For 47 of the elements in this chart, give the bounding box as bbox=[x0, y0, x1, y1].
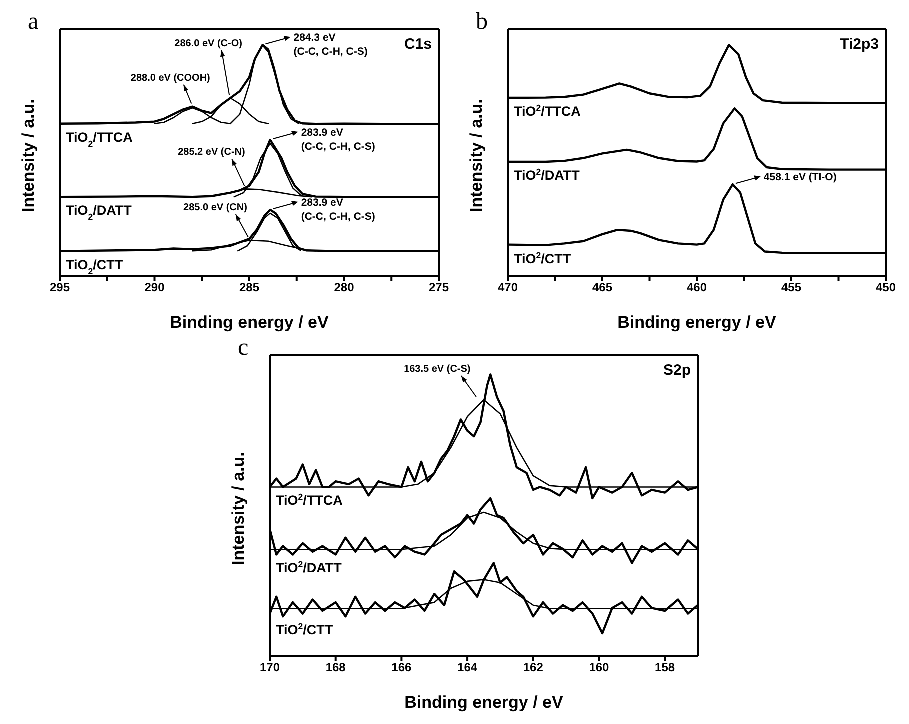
x-tick-label: 162 bbox=[523, 660, 544, 675]
series-label: TiO$^{2}$/DATT bbox=[514, 166, 581, 183]
x-tick-label: 158 bbox=[655, 660, 676, 675]
series-label: TiO$^{2}$/TTCA bbox=[276, 492, 344, 508]
x-tick-label: 455 bbox=[781, 280, 802, 295]
annotation: Ti2p3 bbox=[840, 36, 879, 53]
x-tick-label: 285 bbox=[239, 280, 260, 295]
x-tick-label: 470 bbox=[498, 280, 518, 295]
y-axis-title: Intensity / a.u. bbox=[229, 452, 248, 566]
x-tick-label: 450 bbox=[876, 280, 896, 295]
annotation: 288.0 eV (COOH) bbox=[130, 72, 210, 84]
annotation: 163.5 eV (C-S) bbox=[404, 364, 471, 376]
series-label: TiO$^{2}$/CTT bbox=[276, 622, 334, 638]
chart-title: a bbox=[28, 8, 39, 36]
chart-title: c bbox=[238, 334, 249, 362]
x-tick-label: 280 bbox=[334, 280, 355, 295]
annotation: 286.0 eV (C-O) bbox=[174, 38, 242, 50]
chart-title: b bbox=[476, 8, 488, 36]
x-tick-label: 465 bbox=[592, 280, 613, 295]
annotation: 283.9 eV (C-C, C-H, C-S) bbox=[301, 127, 376, 154]
annotation: 285.2 eV (C-N) bbox=[178, 147, 246, 158]
x-axis-title: Binding energy / eV bbox=[404, 693, 564, 712]
annotation: 285.0 eV (CN) bbox=[184, 202, 248, 214]
x-tick-label: 275 bbox=[428, 280, 450, 295]
x-tick-label: 460 bbox=[686, 280, 708, 295]
annotation: 458.1 eV (TI-O) bbox=[764, 172, 837, 184]
series-label: TiO$_{2}$/TTCA bbox=[66, 130, 134, 149]
y-axis-title: Intensity / a.u. bbox=[467, 99, 486, 212]
annotation: C1s bbox=[404, 36, 432, 53]
x-tick-label: 290 bbox=[144, 280, 166, 295]
series-label: TiO$^{2}$/TTCA bbox=[514, 103, 582, 120]
x-tick-label: 160 bbox=[589, 660, 610, 675]
annotation: S2p bbox=[663, 362, 691, 379]
x-tick-label: 164 bbox=[458, 660, 478, 675]
y-axis-title: Intensity / a.u. bbox=[19, 99, 38, 212]
x-tick-label: 170 bbox=[260, 660, 280, 675]
annotation: 283.9 eV (C-C, C-H, C-S) bbox=[301, 196, 376, 223]
x-axis-title: Binding energy / eV bbox=[170, 313, 330, 332]
x-tick-label: 295 bbox=[50, 280, 70, 295]
annotation: 284.3 eV (C-C, C-H, C-S) bbox=[294, 32, 368, 58]
series-label: TiO$_{2}$/CTT bbox=[66, 257, 124, 276]
series-label: TiO$_{2}$/DATT bbox=[66, 203, 133, 222]
x-axis-title: Binding energy / eV bbox=[618, 313, 778, 332]
series-label: TiO$^{2}$/DATT bbox=[276, 560, 343, 576]
x-tick-label: 166 bbox=[392, 660, 412, 675]
x-tick-label: 168 bbox=[326, 660, 346, 675]
series-label: TiO$^{2}$/CTT bbox=[514, 250, 572, 266]
